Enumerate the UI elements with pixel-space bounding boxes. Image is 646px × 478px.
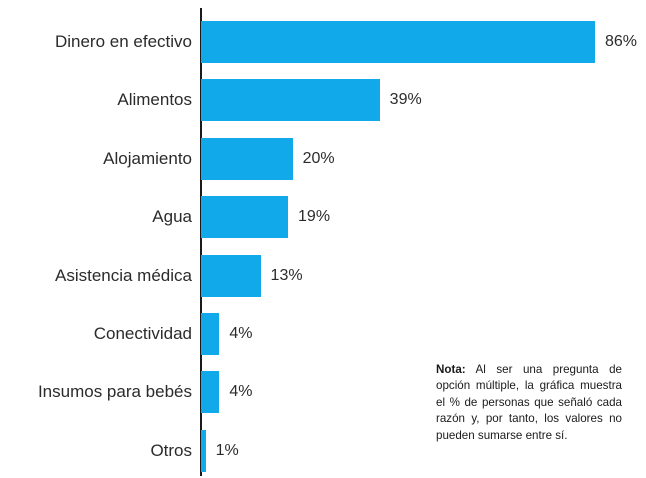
bar (201, 21, 595, 63)
value-label: 1% (215, 441, 239, 459)
bar (201, 196, 289, 239)
note-label: Nota: (436, 363, 466, 376)
y-axis-line (200, 8, 202, 476)
category-label: Asistencia médica (54, 265, 192, 285)
chart-note: Nota: Al ser una pregunta de opción múlt… (436, 362, 622, 444)
value-label: 20% (302, 149, 335, 167)
category-label: Conectividad (93, 324, 192, 343)
value-label: 19% (298, 208, 331, 226)
category-label: Dinero en efectivo (54, 32, 192, 51)
value-label: 39% (389, 91, 422, 109)
category-label: Alojamiento (103, 148, 192, 168)
bar (201, 79, 380, 122)
category-label: Insumos para bebés (37, 382, 192, 402)
bar (201, 254, 261, 297)
bar (201, 137, 293, 180)
bar (201, 371, 220, 414)
note-text: Al ser una pregunta de opción múltiple, … (436, 363, 622, 442)
value-label: 86% (605, 33, 638, 50)
value-label: 4% (229, 325, 253, 342)
category-label: Alimentos (117, 90, 192, 110)
bar (201, 429, 206, 472)
category-label: Agua (152, 207, 192, 227)
value-label: 13% (270, 266, 303, 284)
bar (201, 313, 220, 355)
category-label: Otros (150, 440, 192, 460)
value-label: 4% (229, 383, 253, 401)
